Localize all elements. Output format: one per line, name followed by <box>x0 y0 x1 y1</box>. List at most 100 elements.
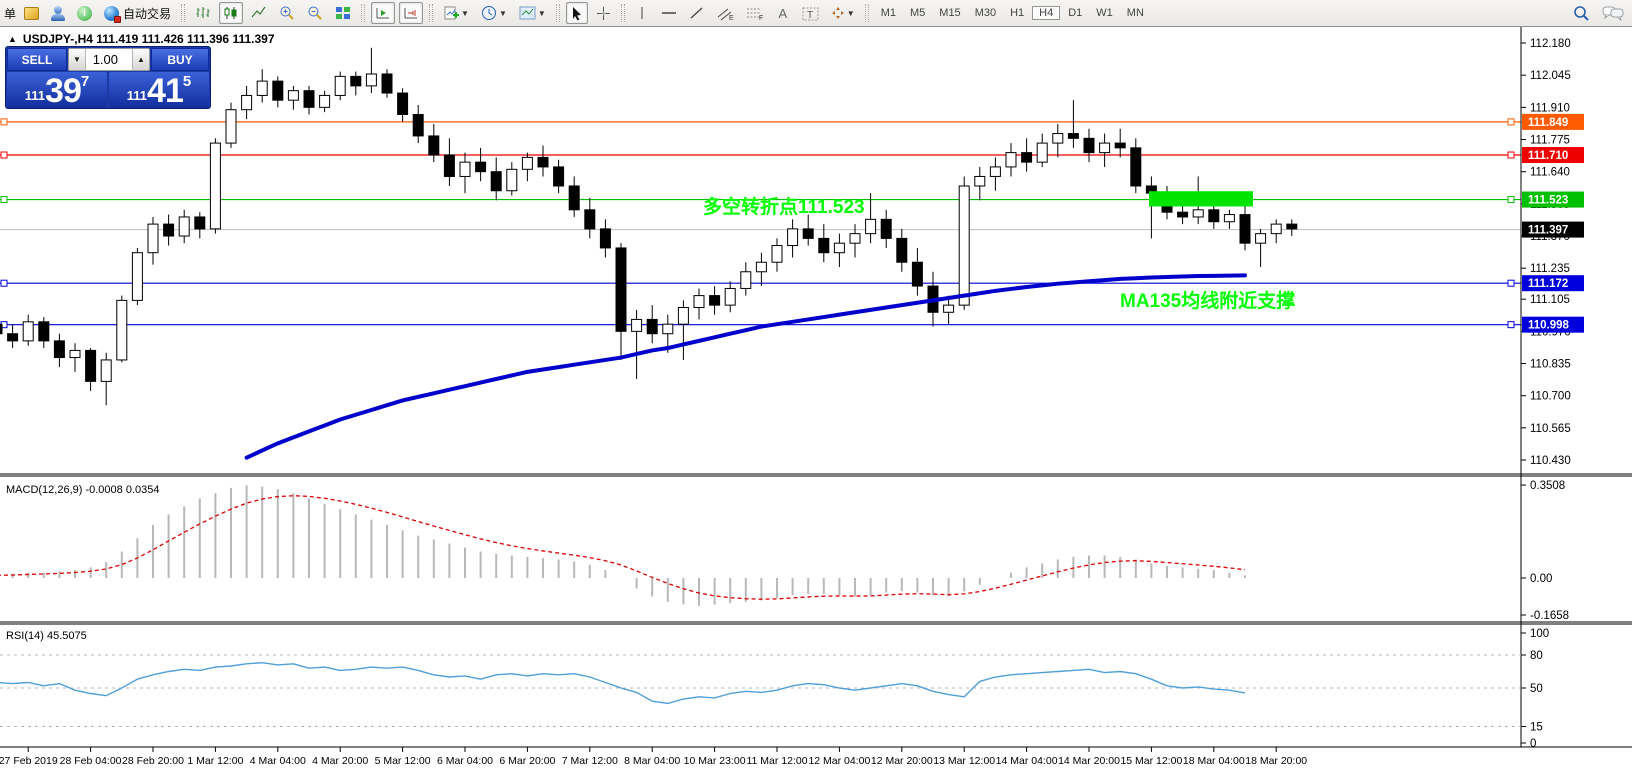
chat-icon[interactable] <box>1598 2 1628 24</box>
crosshair-icon[interactable] <box>592 2 615 24</box>
timeframe-d1[interactable]: D1 <box>1068 7 1083 19</box>
candle-body <box>724 287 736 306</box>
svg-text:111.397: 111.397 <box>1528 225 1568 237</box>
zoom-out-icon[interactable] <box>303 2 327 24</box>
sell-button[interactable]: SELL <box>7 48 67 71</box>
date-label: 7 Mar 12:00 <box>562 755 618 767</box>
bar-chart-icon[interactable] <box>191 2 215 24</box>
chart-canvas[interactable]: 多空转折点111.523 MA135均线附近支撑 112.180 112.045 111… <box>0 27 1632 775</box>
autotrading-button[interactable]: 自动交易 <box>100 2 175 24</box>
annotation-text[interactable]: 多空转折点111.523 <box>703 195 865 218</box>
sell-price[interactable]: 111 39 7 <box>7 72 107 108</box>
timeframe-m1[interactable]: M1 <box>880 7 896 19</box>
buy-price[interactable]: 111 41 5 <box>109 72 209 108</box>
candle-body <box>256 80 268 96</box>
cursor-icon[interactable] <box>565 2 588 24</box>
price-level-lines <box>0 118 1521 329</box>
timeframe-h1[interactable]: H1 <box>1010 7 1025 19</box>
line-anchor[interactable] <box>0 151 8 159</box>
candle-body <box>1036 142 1048 163</box>
horizontal-line-icon[interactable] <box>657 2 681 24</box>
candle-body <box>287 90 299 101</box>
buy-button[interactable]: BUY <box>151 48 209 71</box>
rsi-tick-label: 15 <box>1530 722 1543 734</box>
macd-signal-line <box>0 495 1246 600</box>
line-anchor[interactable] <box>0 118 8 126</box>
volume-decrease-button[interactable]: ▼ <box>69 49 86 70</box>
annotation-text[interactable]: MA135均线附近支撑 <box>1120 289 1295 312</box>
price-tick-label: 110.430 <box>1530 455 1571 467</box>
trendline-icon[interactable] <box>685 2 708 24</box>
volume-input[interactable]: 1.00 <box>86 49 132 70</box>
candle-body <box>1099 142 1111 154</box>
candle-body <box>1192 209 1204 218</box>
auto-scroll-icon[interactable] <box>371 2 396 24</box>
volume-increase-button[interactable]: ▲ <box>132 49 149 70</box>
candle-body <box>490 171 502 192</box>
candlestick-chart-icon[interactable] <box>219 2 244 24</box>
ma135-line[interactable] <box>244 273 1247 460</box>
period-dropdown[interactable]: ▼ <box>477 2 511 24</box>
line-anchor[interactable] <box>1507 196 1515 204</box>
navigator-icon[interactable] <box>47 2 69 24</box>
candle-body <box>818 237 830 254</box>
candle-body <box>553 166 565 187</box>
symbol-ohlc-text: USDJPY-,H4 111.419 111.426 111.396 111.3… <box>22 32 275 46</box>
date-label: 14 Mar 20:00 <box>1058 755 1120 767</box>
highlight-rect[interactable] <box>1149 191 1253 207</box>
channel-icon[interactable]: E <box>712 2 738 24</box>
candle-body <box>958 185 970 306</box>
line-anchor[interactable] <box>1507 118 1515 126</box>
price-scale: 112.180 112.045 111.910 111.775 111.640 111.5… <box>1521 38 1584 467</box>
chart-shift-icon[interactable] <box>399 2 424 24</box>
candle-body <box>1067 133 1079 139</box>
timeframe-m5[interactable]: M5 <box>910 7 926 19</box>
candle-body <box>412 113 424 137</box>
candle-body <box>1130 147 1142 187</box>
date-label: 6 Mar 04:00 <box>437 755 493 767</box>
text-icon[interactable]: A <box>778 5 788 21</box>
candle-body <box>38 321 50 342</box>
svg-text:110.998: 110.998 <box>1528 320 1570 332</box>
market-watch-icon[interactable] <box>20 2 43 24</box>
text-label-icon[interactable]: T <box>798 2 823 24</box>
data-window-icon[interactable]: i <box>73 2 96 24</box>
candle-body <box>209 142 221 230</box>
line-chart-icon[interactable] <box>247 2 271 24</box>
template-dropdown[interactable]: ▼ <box>515 2 550 24</box>
tile-windows-icon[interactable] <box>331 2 355 24</box>
date-label: 12 Mar 04:00 <box>808 755 870 767</box>
new-order-button[interactable]: 单 <box>4 6 17 21</box>
fibonacci-icon[interactable]: F <box>742 2 768 24</box>
chart-window: 多空转折点111.523 MA135均线附近支撑 112.180 112.045 111… <box>0 27 1632 775</box>
line-anchor[interactable] <box>0 196 8 204</box>
candle-body <box>1239 214 1251 244</box>
timeframe-m30[interactable]: M30 <box>974 7 997 19</box>
candle-body <box>1021 152 1033 163</box>
line-anchor[interactable] <box>1507 151 1515 159</box>
candle-body <box>1255 233 1267 244</box>
timeframe-m15[interactable]: M15 <box>939 7 961 19</box>
price-tick-label: 112.180 <box>1530 38 1571 50</box>
new-chart-dropdown[interactable]: ▼ <box>439 2 473 24</box>
timeframe-w1[interactable]: W1 <box>1096 7 1113 19</box>
candle-body <box>568 185 580 211</box>
timeframe-mn[interactable]: MN <box>1126 7 1144 19</box>
candle-body <box>662 323 674 335</box>
line-anchor[interactable] <box>0 279 8 287</box>
collapse-arrow-icon[interactable]: ▲ <box>8 34 17 44</box>
time-scale[interactable]: 27 Feb 2019 28 Feb 04:00 28 Feb 20:00 1 Mar… <box>0 747 1307 767</box>
search-icon[interactable] <box>1569 2 1594 24</box>
line-anchor[interactable] <box>1507 279 1515 287</box>
price-tick-label: 110.835 <box>1530 359 1571 371</box>
price-tick-label: 110.700 <box>1530 391 1571 403</box>
candle-body <box>475 161 487 173</box>
zoom-in-icon[interactable] <box>275 2 299 24</box>
candle-body <box>69 349 81 359</box>
vertical-line-icon[interactable] <box>631 2 653 24</box>
candle-body <box>1052 133 1064 144</box>
candle-body <box>381 73 393 94</box>
timeframe-h4[interactable]: H4 <box>1032 6 1061 20</box>
line-anchor[interactable] <box>1507 321 1515 329</box>
arrows-dropdown[interactable]: ▼ <box>827 2 859 24</box>
